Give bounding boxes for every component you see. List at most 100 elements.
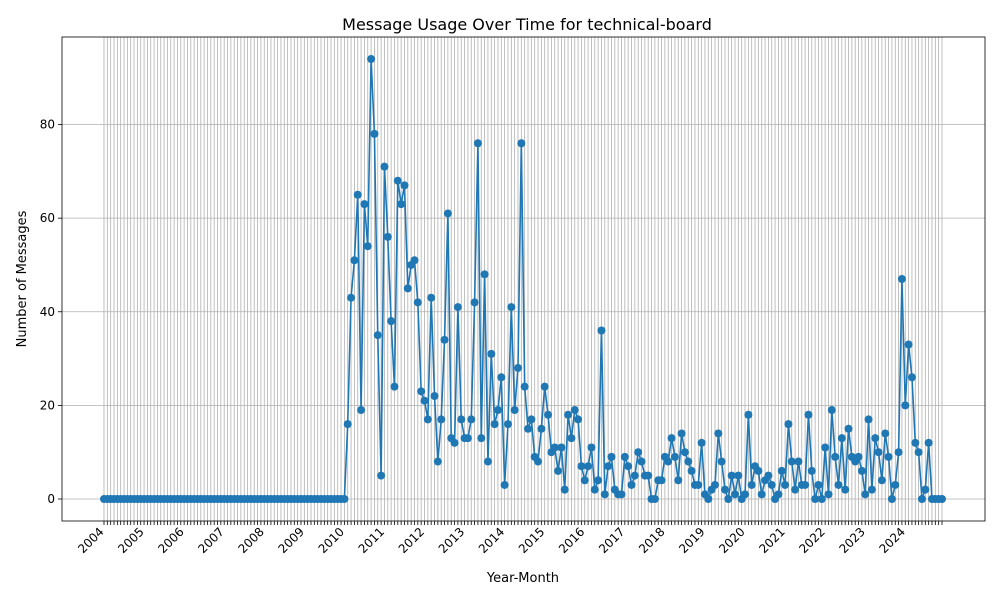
data-point xyxy=(704,495,713,503)
data-point xyxy=(347,293,356,302)
data-point xyxy=(697,438,706,447)
data-point xyxy=(921,485,930,494)
data-point xyxy=(497,373,506,382)
data-point xyxy=(550,443,559,452)
data-point xyxy=(767,480,776,489)
data-point xyxy=(554,466,563,475)
data-point xyxy=(477,434,486,443)
data-point xyxy=(664,457,673,466)
data-point xyxy=(590,485,599,494)
data-point xyxy=(754,466,763,475)
data-point xyxy=(367,55,376,63)
data-point xyxy=(483,457,492,466)
data-point xyxy=(784,420,793,429)
data-point xyxy=(574,415,583,424)
x-axis-label: Year-Month xyxy=(486,571,559,586)
data-point xyxy=(684,457,693,466)
data-point xyxy=(731,490,739,499)
data-point xyxy=(804,410,813,419)
data-point xyxy=(540,382,549,391)
data-point xyxy=(487,349,496,358)
data-point xyxy=(917,495,926,503)
data-point xyxy=(500,480,509,489)
data-point xyxy=(534,457,543,466)
data-point xyxy=(453,303,462,312)
data-point xyxy=(567,434,576,443)
data-point xyxy=(827,406,836,415)
data-point xyxy=(834,480,843,489)
data-point xyxy=(757,490,766,499)
data-point xyxy=(507,303,516,312)
data-point xyxy=(764,471,773,480)
data-point xyxy=(814,480,823,489)
data-point xyxy=(657,476,666,485)
data-point xyxy=(343,420,352,429)
data-point xyxy=(634,448,643,457)
data-point xyxy=(600,490,609,499)
data-point xyxy=(570,406,579,415)
data-point xyxy=(493,406,502,415)
data-point xyxy=(871,434,880,443)
data-point xyxy=(357,406,366,415)
data-point xyxy=(627,480,636,489)
data-point xyxy=(387,317,396,326)
data-point xyxy=(914,448,923,457)
data-point xyxy=(787,457,796,466)
data-point xyxy=(680,448,689,457)
data-point xyxy=(864,415,873,424)
data-point xyxy=(580,476,589,485)
data-point xyxy=(891,480,900,489)
data-point xyxy=(587,443,596,452)
data-point xyxy=(694,480,703,489)
data-point xyxy=(624,462,633,471)
y-tick-label: 80 xyxy=(40,118,55,132)
data-point xyxy=(777,466,786,475)
data-point xyxy=(513,363,522,372)
data-point xyxy=(881,429,890,438)
data-point xyxy=(844,424,853,433)
data-point xyxy=(677,429,686,438)
data-point xyxy=(781,480,790,489)
data-point xyxy=(584,462,593,471)
data-point xyxy=(824,490,833,499)
data-point xyxy=(801,480,810,489)
data-point xyxy=(440,335,449,344)
data-point xyxy=(794,457,803,466)
data-point xyxy=(450,438,459,447)
data-point xyxy=(437,415,446,424)
data-point xyxy=(410,256,419,265)
data-point xyxy=(741,490,750,499)
data-point xyxy=(617,490,626,499)
data-point xyxy=(604,462,613,471)
data-point xyxy=(607,452,616,461)
data-point xyxy=(630,471,639,480)
data-point xyxy=(363,242,372,251)
data-point xyxy=(380,162,389,171)
data-point xyxy=(373,331,382,340)
data-point xyxy=(340,495,349,503)
data-point xyxy=(744,410,753,419)
data-point xyxy=(670,452,679,461)
data-point xyxy=(457,415,466,424)
data-point xyxy=(861,490,870,499)
data-point xyxy=(467,415,476,424)
data-point xyxy=(710,480,719,489)
data-point xyxy=(537,424,546,433)
data-point xyxy=(417,387,426,396)
data-point xyxy=(594,476,603,485)
data-point xyxy=(383,232,392,241)
data-point xyxy=(390,382,399,391)
y-axis-label: Number of Messages xyxy=(15,210,30,347)
data-point xyxy=(377,471,386,480)
data-point xyxy=(510,406,519,415)
data-point xyxy=(350,256,359,265)
data-point xyxy=(427,293,436,302)
data-point xyxy=(674,476,683,485)
y-tick-label: 60 xyxy=(40,211,55,225)
data-point xyxy=(644,471,653,480)
data-point xyxy=(857,466,866,475)
data-point xyxy=(897,275,906,283)
data-point xyxy=(577,462,586,471)
